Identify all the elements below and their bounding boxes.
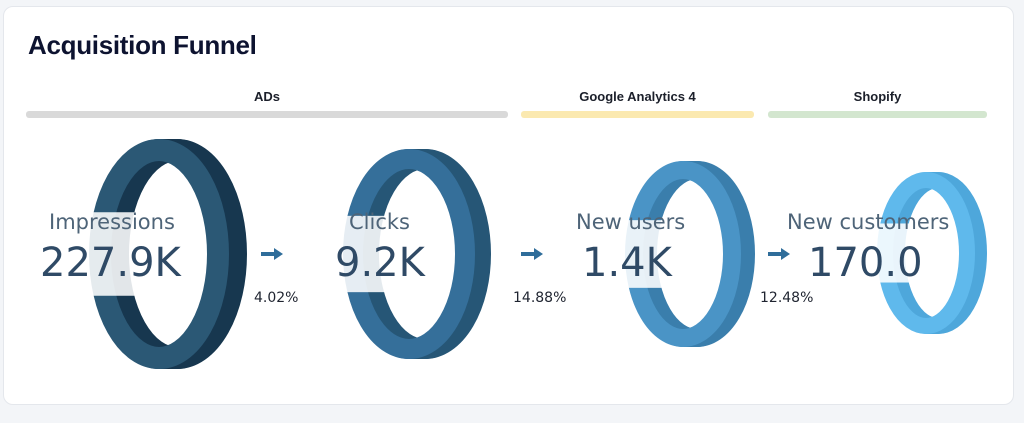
conversion-rate-clicks: 4.02% xyxy=(254,290,299,306)
new-customers-ring xyxy=(872,171,988,335)
stage-name-new-customers: New customers xyxy=(787,210,950,234)
clicks-ring xyxy=(338,148,492,360)
group-label-ads: ADs xyxy=(253,89,280,104)
arrow-right-icon xyxy=(521,248,543,260)
group-label-google-analytics: Google Analytics 4 xyxy=(579,89,696,104)
stage-name-clicks: Clicks xyxy=(349,210,410,234)
arrow-right-icon xyxy=(768,248,790,260)
group-bar-ads xyxy=(26,111,508,118)
stage-name-impressions: Impressions xyxy=(49,210,175,234)
conversion-rate-new-users: 14.88% xyxy=(513,290,567,306)
ring-shape xyxy=(84,139,247,369)
stage-value-new-users: 1.4K xyxy=(582,240,672,286)
impressions-ring xyxy=(84,138,248,370)
stage-name-new-users: New users xyxy=(576,210,686,234)
group-label-shopify: Shopify xyxy=(853,89,902,104)
group-bar-google-analytics xyxy=(521,111,754,118)
stage-value-impressions: 227.9K xyxy=(40,240,181,286)
conversion-rate-new-customers: 12.48% xyxy=(760,290,814,306)
stage-value-new-customers: 170.0 xyxy=(808,240,923,286)
group-bar-shopify xyxy=(768,111,987,118)
ring-shape xyxy=(872,172,987,334)
ring-shape xyxy=(338,149,491,359)
ring-shape xyxy=(620,161,755,347)
stage-value-clicks: 9.2K xyxy=(335,240,425,286)
page-title: Acquisition Funnel xyxy=(28,30,257,60)
arrow-right-icon xyxy=(261,248,283,260)
funnel-card xyxy=(3,6,1014,405)
new-users-ring xyxy=(620,160,756,348)
